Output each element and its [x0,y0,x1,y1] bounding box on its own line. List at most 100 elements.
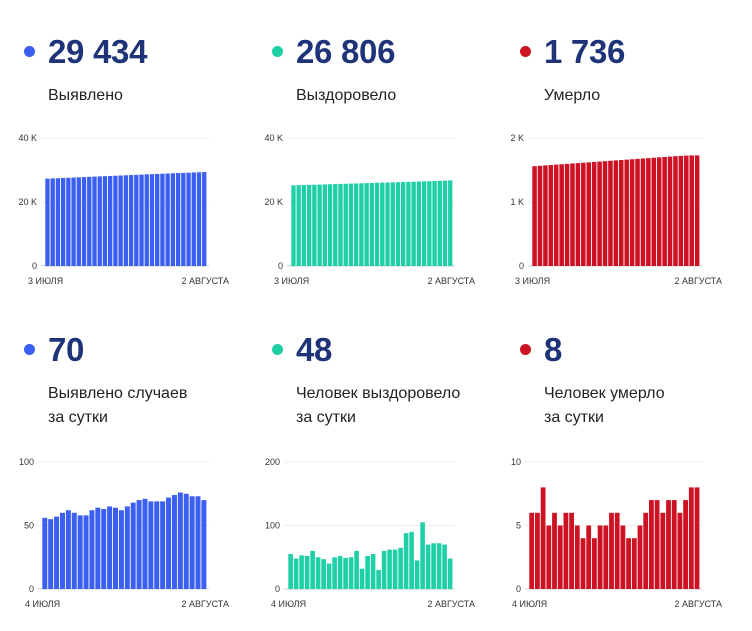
bar [448,180,453,266]
bar [387,549,392,589]
bar [54,516,60,589]
bar [128,175,134,266]
bar [649,500,654,589]
chart-deaths-total: 0 1 K 2 K 3 ИЮЛЯ 2 АВГУСТА [510,133,722,286]
bar [310,550,315,589]
bar [148,501,154,589]
bar [694,487,700,589]
bar [411,181,416,266]
y-tick-label: 50 [24,521,34,531]
bar [401,182,406,266]
bar [436,543,442,589]
bar [427,181,432,266]
bar [359,183,364,266]
chart-detected-daily: 0 50 100 4 ИЮЛЯ 2 АВГУСТА [19,457,229,609]
bar [667,156,673,266]
y-tick-label: 100 [265,521,280,531]
bar [134,174,139,266]
bar [643,512,649,589]
bar [673,156,678,266]
bar [580,538,586,589]
bar [165,173,170,266]
bar [629,159,635,266]
bar [370,554,376,590]
bar [354,183,359,266]
bar [620,525,626,589]
bar [60,177,66,266]
bar [365,555,370,589]
bar [149,174,155,266]
bar [543,165,548,266]
bar [160,173,165,266]
bar [92,176,97,266]
bar [609,512,614,589]
bar [640,158,646,266]
x-tick-label-start: 4 ИЮЛЯ [512,599,547,609]
bar [374,182,380,266]
bar [688,487,694,589]
bar [575,163,581,266]
bar [124,506,130,589]
bar [637,525,643,589]
bar [608,160,613,266]
bar [532,166,537,266]
bar [71,177,76,266]
bar [597,525,603,589]
bar [437,180,442,266]
y-tick-label: 0 [278,261,283,271]
bar [409,531,414,589]
bar [183,493,189,589]
dot-icon [272,46,283,57]
deaths-daily-label: Человек умерло за сутки [544,385,665,426]
bar [548,165,554,266]
panel-detected-total: 29 434 Выявлено [16,32,256,332]
dot-icon [520,46,531,57]
bar [333,184,338,266]
bar [592,538,597,589]
bar [564,163,570,266]
bar [390,182,395,266]
bar [327,184,333,266]
bar [118,175,123,266]
panel-deaths-daily: 8 Человек умерло за сутки [512,330,752,630]
bar [414,560,420,589]
bar [381,550,387,589]
bar [651,157,657,266]
bar [144,174,149,266]
bar [635,158,640,266]
bar [83,515,89,589]
y-tick-label: 10 [511,457,521,467]
bar [45,178,50,266]
recovered-total-label: Выздоровело [296,87,397,104]
y-tick-label: 0 [29,584,34,594]
bar [385,182,390,266]
panel-recovered-total: 26 806 Выздоровело [264,32,504,332]
bar [186,172,191,266]
bar [312,184,317,266]
bar [689,155,694,266]
bar [591,161,597,266]
x-tick-label-end: 2 АВГУСТА [427,276,475,286]
bar [196,172,202,266]
bar [619,160,624,266]
bar [442,180,448,266]
bar [614,512,620,589]
bar [113,507,118,589]
bar [683,500,688,589]
panel-detected-daily: 70 Выявлено случаев за сутки [16,330,256,630]
bar [97,176,102,266]
x-tick-label-end: 2 АВГУСТА [427,599,475,609]
bar [656,157,662,266]
bar [684,155,689,266]
bar [296,185,301,266]
bar [646,158,651,266]
y-tick-label: 0 [32,261,37,271]
detected-total-label: Выявлено [48,87,123,104]
bar [42,517,48,589]
x-tick-label-start: 3 ИЮЛЯ [515,276,550,286]
x-tick-label-start: 3 ИЮЛЯ [28,276,63,286]
bar [671,500,677,589]
bar [552,512,557,589]
bar [369,182,375,266]
bar [189,496,195,589]
